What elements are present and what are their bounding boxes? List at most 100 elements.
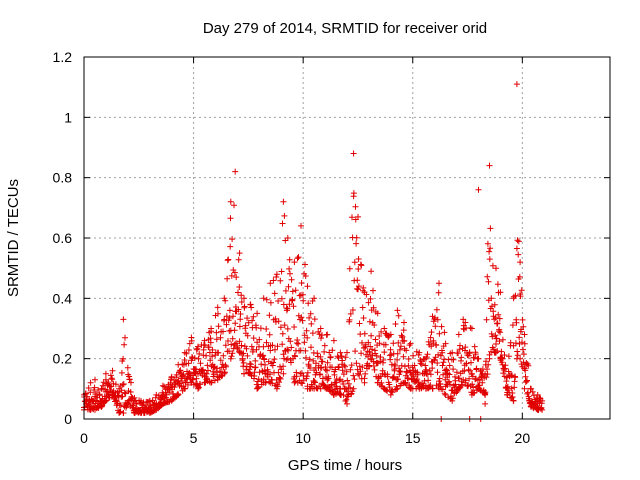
data-point (422, 385, 429, 392)
data-point (376, 333, 383, 339)
data-point (299, 380, 306, 387)
data-point (462, 319, 469, 326)
data-point (429, 385, 436, 392)
data-point (247, 370, 254, 377)
data-point (405, 362, 412, 369)
data-point (524, 390, 531, 397)
data-point (462, 344, 469, 351)
data-point (201, 379, 208, 386)
chart-title: Day 279 of 2014, SRMTID for receiver ori… (203, 20, 487, 37)
data-point (278, 295, 285, 302)
data-point (449, 397, 456, 404)
data-point (280, 198, 287, 205)
data-point (350, 385, 357, 392)
data-point (488, 295, 495, 302)
data-point (254, 385, 261, 392)
data-point (382, 341, 389, 348)
data-point (124, 364, 131, 371)
data-point (422, 362, 429, 369)
data-point (146, 397, 153, 404)
data-point (437, 352, 444, 359)
data-point (493, 349, 499, 356)
data-point (376, 340, 383, 347)
data-point (159, 400, 166, 407)
data-point (248, 343, 255, 350)
data-point (520, 346, 526, 353)
data-point (291, 379, 298, 386)
data-point (217, 368, 224, 375)
data-point (284, 355, 291, 362)
data-point (317, 353, 324, 360)
data-point (247, 301, 254, 308)
data-point (248, 372, 255, 379)
data-point (236, 284, 243, 290)
data-point (311, 316, 318, 323)
data-point (188, 379, 195, 386)
data-point (201, 337, 208, 344)
data-point (236, 338, 243, 345)
data-point (263, 339, 270, 346)
data-point (299, 317, 306, 324)
data-point (439, 349, 446, 356)
data-point (238, 292, 245, 299)
data-point (368, 268, 375, 275)
data-point (414, 376, 421, 383)
data-point (484, 240, 491, 247)
data-point (337, 349, 344, 356)
data-point (235, 256, 242, 263)
data-point (436, 385, 442, 392)
data-point (302, 347, 309, 354)
data-point (236, 323, 243, 330)
data-point (349, 307, 356, 313)
data-point (347, 310, 354, 317)
data-point (215, 323, 222, 330)
data-point (486, 355, 493, 362)
data-point (330, 391, 337, 398)
data-point (319, 358, 326, 365)
data-point (335, 354, 342, 361)
data-point (241, 303, 248, 310)
data-point (491, 316, 498, 323)
data-point (487, 245, 494, 252)
data-point (120, 355, 127, 362)
data-point (447, 381, 453, 388)
data-point (484, 273, 491, 280)
data-point (392, 362, 399, 369)
data-point (348, 362, 355, 369)
data-point (403, 347, 410, 354)
data-point (87, 389, 94, 396)
data-point (345, 380, 352, 387)
data-point (273, 271, 280, 278)
data-point (330, 337, 337, 344)
data-points (81, 81, 546, 422)
data-point (308, 344, 314, 351)
data-point (319, 375, 326, 382)
data-point (195, 355, 202, 362)
y-axis-label: SRMTID / TECUs (5, 179, 22, 297)
data-point (275, 298, 282, 304)
x-tick-label: 20 (515, 430, 531, 446)
data-point (321, 348, 328, 355)
data-point (493, 265, 499, 272)
data-point (267, 280, 274, 287)
data-point (487, 225, 494, 232)
data-point (505, 368, 512, 375)
data-point (492, 332, 499, 339)
data-point (425, 338, 432, 345)
data-point (296, 292, 303, 299)
data-point (514, 352, 521, 359)
data-point (107, 372, 114, 379)
data-point (428, 329, 435, 336)
data-point (196, 350, 203, 357)
data-point (428, 343, 435, 350)
data-point (298, 222, 304, 229)
data-point (270, 277, 277, 284)
data-point (369, 346, 375, 353)
data-point (229, 350, 236, 357)
data-point (126, 376, 133, 383)
x-axis: 0 5 10 15 20 (80, 57, 530, 446)
data-point (284, 305, 291, 312)
data-point (250, 335, 257, 342)
data-point (539, 397, 546, 404)
data-point (181, 349, 188, 356)
